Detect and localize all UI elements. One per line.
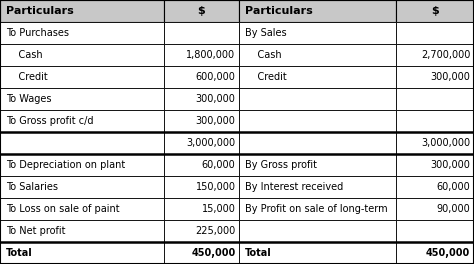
Text: To Purchases: To Purchases: [6, 28, 69, 38]
Bar: [164, 0, 239, 22]
Bar: [164, 242, 239, 264]
Bar: [239, 66, 396, 88]
Text: 300,000: 300,000: [196, 116, 236, 126]
Bar: [396, 110, 474, 132]
Text: To Loss on sale of paint: To Loss on sale of paint: [6, 204, 119, 214]
Text: Cash: Cash: [6, 50, 42, 60]
Bar: [239, 198, 396, 220]
Bar: [164, 110, 239, 132]
Bar: [164, 22, 239, 44]
Bar: [239, 220, 396, 242]
Text: Credit: Credit: [6, 72, 47, 82]
Bar: [0, 132, 164, 154]
Bar: [396, 0, 474, 22]
Bar: [0, 110, 164, 132]
Bar: [0, 154, 164, 176]
Text: By Gross profit: By Gross profit: [245, 160, 317, 170]
Text: 60,000: 60,000: [437, 182, 470, 192]
Text: 15,000: 15,000: [202, 204, 236, 214]
Text: Credit: Credit: [245, 72, 287, 82]
Bar: [0, 198, 164, 220]
Text: To Depreciation on plant: To Depreciation on plant: [6, 160, 125, 170]
Bar: [0, 66, 164, 88]
Bar: [239, 154, 396, 176]
Text: $: $: [198, 6, 205, 16]
Bar: [164, 88, 239, 110]
Text: Total: Total: [245, 248, 272, 258]
Bar: [164, 66, 239, 88]
Bar: [0, 0, 164, 22]
Text: Cash: Cash: [245, 50, 282, 60]
Bar: [0, 176, 164, 198]
Text: 90,000: 90,000: [437, 204, 470, 214]
Text: 300,000: 300,000: [196, 94, 236, 104]
Text: 450,000: 450,000: [426, 248, 470, 258]
Text: 450,000: 450,000: [191, 248, 236, 258]
Bar: [396, 44, 474, 66]
Bar: [239, 132, 396, 154]
Bar: [396, 132, 474, 154]
Text: 300,000: 300,000: [430, 72, 470, 82]
Text: 300,000: 300,000: [430, 160, 470, 170]
Bar: [0, 88, 164, 110]
Text: Total: Total: [6, 248, 32, 258]
Text: Particulars: Particulars: [245, 6, 313, 16]
Bar: [0, 44, 164, 66]
Bar: [239, 88, 396, 110]
Bar: [396, 88, 474, 110]
Bar: [396, 66, 474, 88]
Bar: [239, 22, 396, 44]
Bar: [396, 242, 474, 264]
Bar: [0, 22, 164, 44]
Bar: [164, 154, 239, 176]
Text: 600,000: 600,000: [196, 72, 236, 82]
Text: 225,000: 225,000: [195, 226, 236, 236]
Bar: [239, 176, 396, 198]
Text: To Gross profit c/d: To Gross profit c/d: [6, 116, 93, 126]
Bar: [164, 220, 239, 242]
Text: By Sales: By Sales: [245, 28, 287, 38]
Bar: [0, 242, 164, 264]
Text: Particulars: Particulars: [6, 6, 73, 16]
Bar: [396, 154, 474, 176]
Text: 3,000,000: 3,000,000: [421, 138, 470, 148]
Text: By Interest received: By Interest received: [245, 182, 343, 192]
Bar: [164, 132, 239, 154]
Bar: [164, 44, 239, 66]
Text: 2,700,000: 2,700,000: [421, 50, 470, 60]
Bar: [239, 242, 396, 264]
Bar: [396, 176, 474, 198]
Bar: [239, 0, 396, 22]
Bar: [239, 44, 396, 66]
Text: To Wages: To Wages: [6, 94, 51, 104]
Bar: [164, 198, 239, 220]
Bar: [396, 198, 474, 220]
Text: 60,000: 60,000: [202, 160, 236, 170]
Text: 1,800,000: 1,800,000: [186, 50, 236, 60]
Bar: [396, 220, 474, 242]
Text: 150,000: 150,000: [196, 182, 236, 192]
Bar: [164, 176, 239, 198]
Text: By Profit on sale of long-term: By Profit on sale of long-term: [245, 204, 388, 214]
Text: To Net profit: To Net profit: [6, 226, 65, 236]
Text: $: $: [431, 6, 439, 16]
Text: 3,000,000: 3,000,000: [186, 138, 236, 148]
Bar: [396, 22, 474, 44]
Text: To Salaries: To Salaries: [6, 182, 58, 192]
Bar: [0, 220, 164, 242]
Bar: [239, 110, 396, 132]
